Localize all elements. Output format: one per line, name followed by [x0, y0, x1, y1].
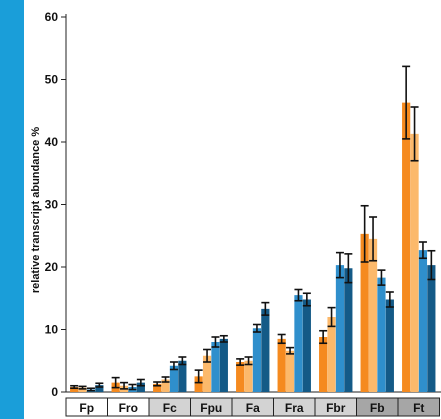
bar-fp-s2 — [78, 387, 87, 392]
bar-fbr-s3 — [335, 265, 345, 392]
error-bar-fc-s1 — [153, 381, 162, 387]
bar-fra-s3 — [294, 295, 303, 392]
bar-fra-s4 — [302, 299, 311, 392]
error-bar-fa-s2 — [244, 356, 253, 366]
error-bar-fro-s4 — [136, 378, 145, 387]
error-bar-fa-s3 — [252, 323, 261, 333]
error-bar-fra-s1 — [277, 333, 286, 345]
bar-fra-s2 — [285, 350, 295, 392]
bar-fa-s4 — [261, 308, 270, 392]
y-tick-label: 60 — [45, 10, 59, 24]
bar-fa-s1 — [236, 362, 245, 392]
y-tick-label: 20 — [45, 260, 59, 274]
bar-fbr-s1 — [319, 337, 328, 392]
y-tick-label: 10 — [45, 323, 59, 337]
error-bar-ft-s3 — [418, 241, 427, 260]
bar-fc-s2 — [161, 379, 170, 392]
error-bar-fa-s4 — [261, 301, 270, 316]
bar-ft-s3 — [418, 250, 428, 392]
error-bar-fro-s3 — [128, 383, 137, 391]
error-bar-fra-s2 — [286, 346, 295, 355]
bar-fpu-s4 — [219, 338, 228, 392]
bar-fbr-s2 — [327, 317, 336, 392]
category-label-fa: Fa — [246, 401, 260, 415]
error-bar-ft-s1 — [402, 65, 411, 140]
category-label-fpu: Fpu — [200, 401, 222, 415]
bar-fc-s1 — [153, 383, 162, 392]
bar-fb-s1 — [360, 233, 369, 392]
category-label-fra: Fra — [285, 401, 304, 415]
bar-ft-s1 — [402, 102, 411, 392]
bar-fpu-s3 — [211, 342, 220, 392]
y-tick-label: 50 — [45, 73, 59, 87]
error-bar-fp-s3 — [86, 387, 95, 392]
category-label-fro: Fro — [119, 401, 138, 415]
error-bar-fro-s2 — [120, 381, 129, 390]
bar-fa-s2 — [244, 360, 253, 392]
error-bar-ft-s2 — [410, 106, 419, 162]
bar-fc-s4 — [178, 360, 187, 392]
category-label-fbr: Fbr — [326, 401, 346, 415]
category-labels: Fp Fro Fc Fpu Fa Fra Fbr Fb Ft — [79, 401, 424, 415]
error-bar-fbr-s3 — [335, 251, 344, 279]
error-bar-fbr-s2 — [327, 306, 336, 328]
category-boxes — [65, 397, 440, 417]
bar-fp-s4 — [95, 385, 104, 392]
error-bar-fpu-s2 — [203, 348, 212, 363]
bar-fb-s4 — [385, 299, 394, 392]
bar-fpu-s2 — [202, 355, 212, 392]
y-ticks: 0 10 20 30 40 50 60 — [45, 10, 66, 399]
bar-fb-s2 — [368, 238, 378, 392]
error-bar-fc-s4 — [178, 356, 187, 366]
error-bar-fpu-s3 — [211, 336, 220, 348]
bar-fc-s3 — [169, 365, 179, 392]
bar-ft-s4 — [427, 265, 436, 392]
category-label-ft: Ft — [413, 401, 424, 415]
error-bar-fb-s4 — [385, 291, 394, 308]
y-tick-label: 30 — [45, 198, 59, 212]
error-bar-fbr-s1 — [319, 329, 328, 345]
bar-fra-s1 — [277, 338, 286, 392]
category-box-ft — [397, 397, 440, 417]
bar-fpu-s1 — [194, 376, 203, 392]
bar-fbr-s4 — [344, 268, 353, 392]
error-bar-fp-s1 — [70, 384, 79, 390]
bar-fp-s1 — [70, 387, 79, 392]
bars — [70, 102, 436, 392]
bar-fb-s3 — [377, 277, 386, 392]
error-bars — [70, 65, 436, 392]
bar-fa-s3 — [252, 328, 262, 392]
error-bar-fro-s1 — [111, 376, 120, 389]
error-bar-fc-s2 — [161, 376, 170, 383]
error-bar-fp-s4 — [95, 382, 104, 388]
error-bar-fa-s1 — [236, 358, 245, 366]
error-bar-fb-s2 — [369, 216, 378, 262]
error-bar-fc-s3 — [169, 361, 178, 371]
error-bar-fra-s4 — [302, 292, 311, 307]
y-tick-label: 0 — [51, 385, 58, 399]
bar-ft-s2 — [410, 133, 419, 392]
error-bar-fb-s3 — [377, 269, 386, 286]
error-bar-fb-s1 — [360, 204, 369, 263]
category-label-fc: Fc — [163, 401, 177, 415]
error-bar-fp-s2 — [78, 385, 87, 390]
error-bar-fpu-s4 — [219, 334, 228, 343]
y-axis-label: relative transcript abundance % — [30, 127, 42, 293]
error-bar-fra-s3 — [294, 288, 303, 302]
category-label-fp: Fp — [79, 401, 94, 415]
sidebar-bar — [0, 0, 24, 419]
error-bar-ft-s4 — [427, 249, 436, 281]
error-bar-fpu-s1 — [194, 369, 203, 384]
category-label-fb: Fb — [370, 401, 385, 415]
error-bar-fbr-s4 — [344, 253, 353, 284]
y-tick-label: 40 — [45, 135, 59, 149]
bar-fro-s4 — [136, 382, 145, 392]
